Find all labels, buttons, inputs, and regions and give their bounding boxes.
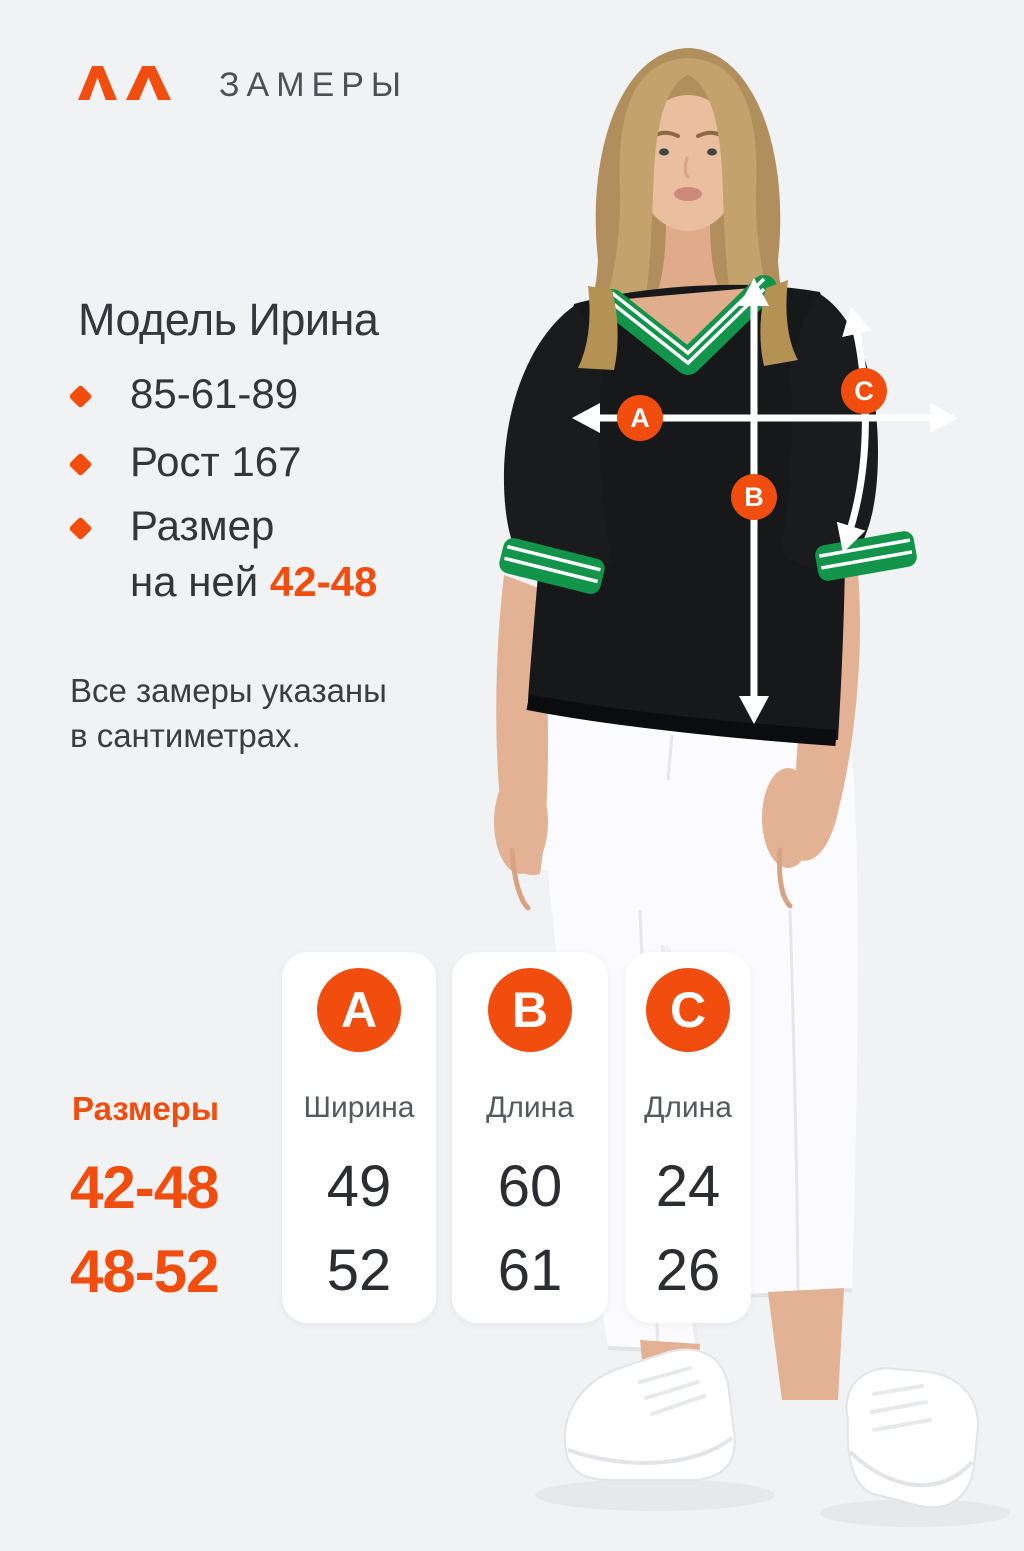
arrow-c — [836, 306, 872, 553]
model-size-line1: Размер — [130, 502, 275, 549]
model-size-line2: на ней 42-48 — [130, 558, 377, 606]
units-note-line2: в сантиметрах. — [70, 717, 301, 754]
garment-marker-b: B — [731, 474, 777, 520]
size-card-width: A Ширина 49 52 — [282, 952, 436, 1323]
neck — [652, 218, 726, 304]
table-value: 24 — [655, 1154, 721, 1219]
size-row-label: 42-48 — [70, 1154, 219, 1221]
brand-logo — [78, 66, 171, 100]
letter-badge-b: B — [488, 968, 572, 1052]
size-card-sleeve: C Длина 24 26 — [625, 952, 751, 1323]
sizes-column-label: Размеры — [72, 1090, 220, 1127]
model-measurements: 85-61-89 — [130, 370, 299, 417]
table-value: 61 — [497, 1238, 563, 1303]
table-value: 60 — [497, 1154, 563, 1219]
garment-marker-c: C — [841, 368, 887, 414]
column-label: Длина — [644, 1091, 732, 1124]
table-value: 49 — [326, 1154, 392, 1219]
size-row-label: 48-52 — [70, 1238, 219, 1305]
letter-badge-a: A — [317, 968, 401, 1052]
garment-marker-a: A — [617, 395, 663, 441]
units-note-line1: Все замеры указаны — [70, 672, 387, 709]
table-value: 26 — [655, 1238, 721, 1303]
model-size-prefix: на ней — [130, 558, 270, 605]
column-label: Длина — [486, 1091, 574, 1124]
model-size-highlight: 42-48 — [269, 558, 378, 605]
page-title: ЗАМЕРЫ — [219, 66, 408, 104]
model-height: Рост 167 — [130, 438, 302, 485]
column-label: Ширина — [303, 1091, 415, 1124]
hair-front — [598, 58, 778, 330]
size-card-length: B Длина 60 61 — [452, 952, 608, 1323]
sneakers — [564, 1348, 980, 1509]
table-value: 52 — [326, 1238, 392, 1303]
letter-badge-c: C — [646, 968, 730, 1052]
model-name: Модель Ирина — [78, 294, 379, 345]
floor-shadow — [535, 1479, 1010, 1527]
